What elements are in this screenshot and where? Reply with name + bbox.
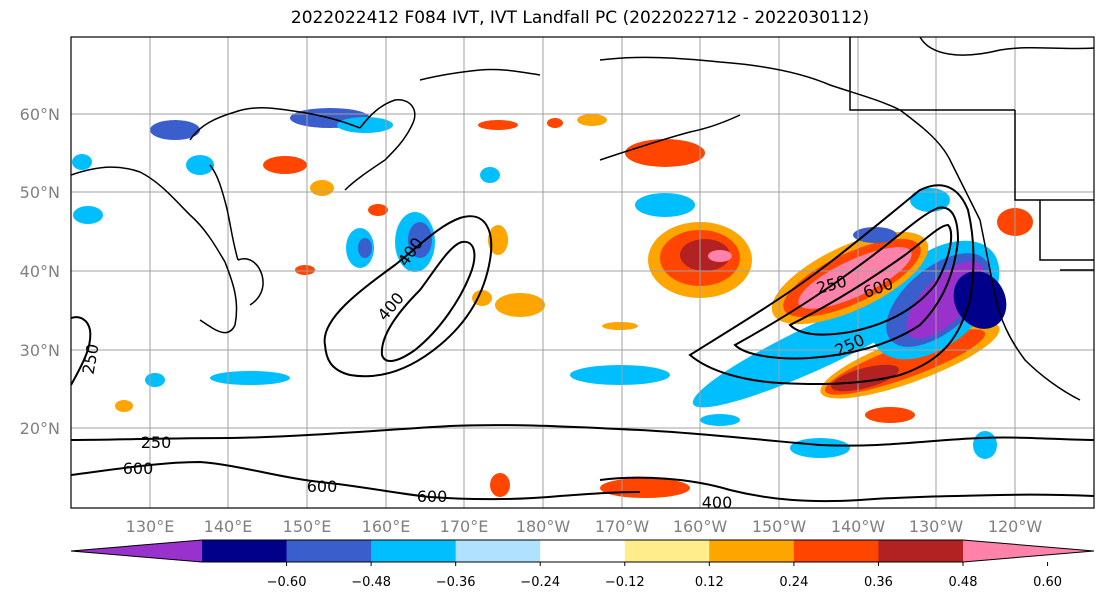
colorbar-tick-label: 0.24 bbox=[779, 575, 808, 590]
contour-label: 250 bbox=[141, 433, 172, 452]
colorbar-extend-high bbox=[963, 540, 1094, 562]
colorbar-tick-label: −0.48 bbox=[351, 575, 391, 590]
lat-label: 40°N bbox=[20, 262, 60, 281]
colorbar-outline bbox=[70, 539, 1095, 563]
colorbar-segment bbox=[286, 540, 372, 562]
colorbar-segment bbox=[540, 540, 626, 562]
contour-label: 600 bbox=[123, 459, 154, 478]
colorbar-segment bbox=[878, 540, 964, 562]
colorbar-segment bbox=[793, 540, 879, 562]
contour-250-mid-pacific bbox=[323, 215, 493, 378]
lon-label: 140°W bbox=[831, 517, 886, 536]
contour-label: 400 bbox=[702, 493, 733, 512]
lat-label: 30°N bbox=[20, 341, 60, 360]
colorbar-tick-label: 0.12 bbox=[695, 575, 724, 590]
contour-400-south bbox=[599, 476, 1094, 503]
lon-label: 140°E bbox=[204, 517, 253, 536]
lon-label: 130°E bbox=[126, 517, 175, 536]
longitude-labels: 130°E 140°E 150°E 160°E 170°E 180°W 170°… bbox=[126, 517, 1043, 536]
lon-label: 160°W bbox=[673, 517, 728, 536]
coastlines bbox=[71, 37, 1094, 401]
lon-label: 120°W bbox=[988, 517, 1043, 536]
colorbar-tick-label: 0.60 bbox=[1033, 575, 1062, 590]
contour-400-mid-pacific bbox=[380, 240, 476, 362]
colorbar-tick-label: −0.24 bbox=[520, 575, 560, 590]
contour-label: 600 bbox=[417, 487, 448, 506]
contour-label: 250 bbox=[79, 342, 103, 375]
lon-label: 170°E bbox=[440, 517, 489, 536]
lat-label: 50°N bbox=[20, 183, 60, 202]
contour-label: 600 bbox=[307, 477, 338, 496]
contour-250-east-pacific bbox=[688, 184, 975, 386]
lon-label: 180°W bbox=[516, 517, 571, 536]
contour-600-south bbox=[71, 460, 641, 501]
colorbar-tick-label: −0.60 bbox=[267, 575, 307, 590]
ivt-contours bbox=[71, 184, 1094, 503]
lat-label: 60°N bbox=[20, 105, 60, 124]
colorbar-tick-label: −0.12 bbox=[605, 575, 645, 590]
latitude-labels: 60°N 50°N 40°N 30°N 20°N bbox=[20, 105, 60, 438]
map-field: 250 400 400 600 250 250 250 600 600 600 … bbox=[71, 37, 1094, 512]
colorbar-segment bbox=[709, 540, 795, 562]
colorbar-segment bbox=[371, 540, 457, 562]
contour-400-east-pacific bbox=[733, 206, 960, 360]
lon-label: 150°E bbox=[283, 517, 332, 536]
colorbar-extend-low bbox=[71, 540, 202, 562]
colorbar-tick-label: −0.36 bbox=[436, 575, 476, 590]
colorbar-tick-label: 0.48 bbox=[949, 575, 978, 590]
map-frame bbox=[70, 36, 1095, 509]
shading-west-pacific bbox=[72, 108, 638, 412]
lon-label: 130°W bbox=[909, 517, 964, 536]
colorbar: −0.60 −0.48 −0.36 −0.24 −0.12 0.12 0.24 0.36 0.4… bbox=[70, 539, 1095, 590]
lon-label: 160°E bbox=[362, 517, 411, 536]
contour-250-south bbox=[71, 424, 1094, 447]
lon-label: 150°W bbox=[752, 517, 807, 536]
colorbar-tick-label: 0.36 bbox=[864, 575, 893, 590]
colorbar-segment bbox=[624, 540, 710, 562]
contour-label: 400 bbox=[374, 289, 408, 325]
lon-label: 170°W bbox=[595, 517, 650, 536]
shading-east-pacific bbox=[692, 188, 1033, 408]
lat-label: 20°N bbox=[20, 419, 60, 438]
colorbar-segment bbox=[202, 540, 288, 562]
contour-600-east-pacific bbox=[788, 223, 953, 336]
map-title: 2022022412 F084 IVT, IVT Landfall PC (20… bbox=[290, 8, 870, 28]
colorbar-segment bbox=[455, 540, 541, 562]
